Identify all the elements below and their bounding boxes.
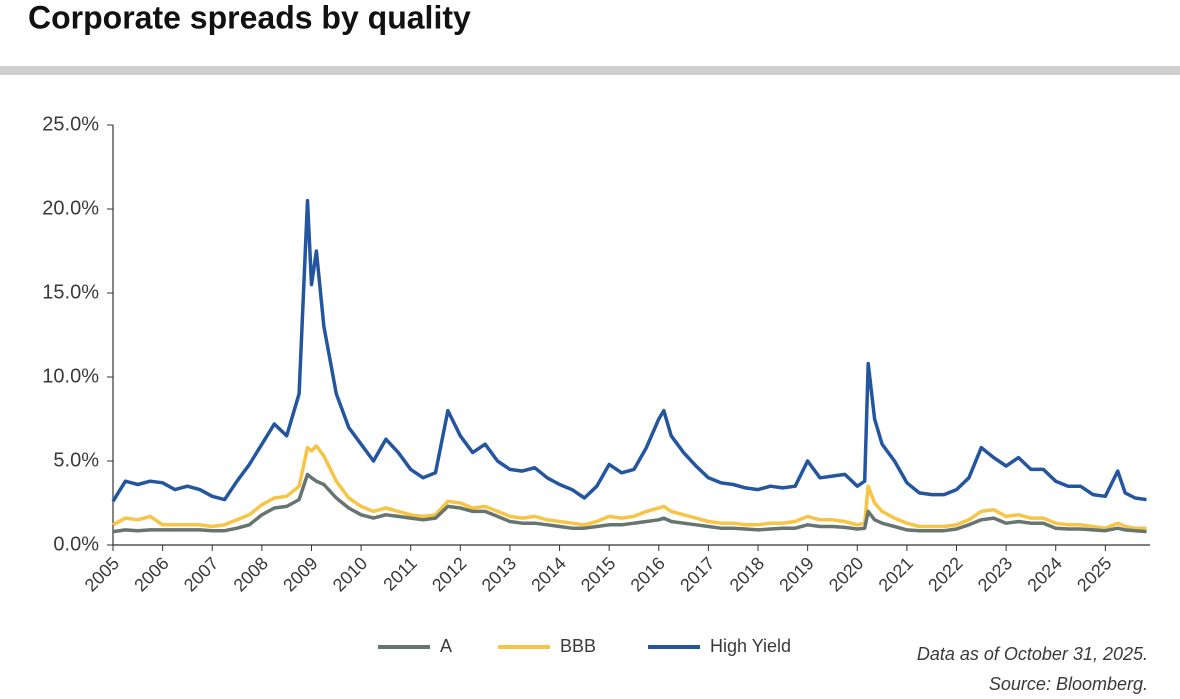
y-tick-label: 5.0% <box>53 449 99 471</box>
x-tick-label: 2021 <box>875 553 917 595</box>
annotation: Data as of October 31, 2025. <box>917 644 1148 664</box>
x-tick-label: 2023 <box>974 553 1016 595</box>
x-tick-label: 2008 <box>230 553 272 595</box>
x-tick-label: 2018 <box>726 553 768 595</box>
x-tick-label: 2017 <box>676 553 718 595</box>
x-tick-label: 2013 <box>478 553 520 595</box>
legend-label: A <box>440 636 452 656</box>
legend-label: High Yield <box>710 636 791 656</box>
chart-title: Corporate spreads by quality <box>28 0 471 35</box>
legend-label: BBB <box>560 636 596 656</box>
series-line <box>111 198 1147 503</box>
y-tick-label: 25.0% <box>42 113 99 135</box>
y-tick-label: 15.0% <box>42 281 99 303</box>
x-tick-label: 2019 <box>775 553 817 595</box>
x-tick-label: 2025 <box>1073 553 1115 595</box>
x-tick-label: 2005 <box>81 553 123 595</box>
x-tick-label: 2010 <box>329 553 371 595</box>
y-tick-label: 20.0% <box>42 197 99 219</box>
x-tick-label: 2006 <box>130 553 172 595</box>
x-tick-label: 2009 <box>279 553 321 595</box>
annotation: Source: Bloomberg. <box>989 674 1148 694</box>
y-tick-label: 0.0% <box>53 533 99 555</box>
x-tick-label: 2015 <box>577 553 619 595</box>
x-tick-label: 2007 <box>180 553 222 595</box>
x-tick-label: 2024 <box>1023 553 1065 595</box>
x-tick-label: 2011 <box>379 553 421 595</box>
series-line <box>112 472 1147 534</box>
x-tick-label: 2014 <box>527 553 569 595</box>
x-tick-label: 2012 <box>428 553 470 595</box>
series-line <box>112 444 1147 530</box>
x-tick-label: 2016 <box>627 553 669 595</box>
x-tick-label: 2020 <box>825 553 867 595</box>
y-tick-label: 10.0% <box>42 365 99 387</box>
x-tick-label: 2022 <box>924 553 966 595</box>
title-rule <box>0 66 1180 75</box>
